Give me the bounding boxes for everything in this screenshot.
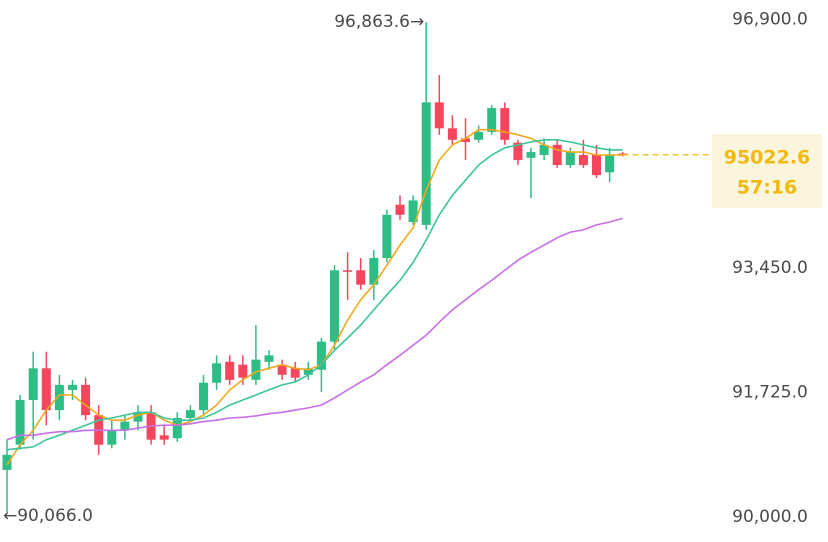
candle-body <box>565 152 575 166</box>
y-tick-label: 96,900.0 <box>732 9 808 29</box>
candle-body <box>605 154 615 173</box>
candle-body <box>369 258 379 285</box>
candle-body <box>2 454 12 470</box>
candle-body <box>172 418 182 439</box>
candle-body <box>133 412 143 422</box>
candle-body <box>330 270 339 342</box>
candle-body <box>290 368 300 378</box>
y-tick-label: 91,725.0 <box>732 382 808 402</box>
moving-average-line <box>6 139 623 451</box>
candle-body <box>54 384 64 411</box>
candle-body <box>395 204 405 215</box>
candle-body <box>251 359 261 380</box>
candle-body <box>185 410 195 419</box>
candle-body <box>316 341 326 370</box>
candle-body <box>15 400 25 445</box>
high-annotation: 96,863.6→ <box>334 12 424 32</box>
last-price-label: 95022.6 <box>724 146 811 168</box>
candle-body <box>356 270 366 285</box>
candle-body <box>68 384 77 390</box>
countdown: 57:16 <box>737 176 797 198</box>
candle-body <box>28 368 38 401</box>
y-tick-label: 90,000.0 <box>732 507 808 527</box>
candle-body <box>592 154 601 176</box>
candle-body <box>447 128 457 140</box>
candle-body <box>81 384 91 416</box>
candle-body <box>120 421 130 431</box>
candle-body <box>382 214 392 259</box>
candle-body <box>513 142 523 161</box>
candle-body <box>303 368 313 375</box>
candle-body <box>500 108 510 140</box>
candle-body <box>461 138 470 142</box>
candle-body <box>434 102 444 129</box>
candle-body <box>421 102 431 225</box>
candle-body <box>159 435 169 440</box>
candle-body <box>539 144 549 155</box>
candle-body <box>199 382 208 411</box>
candle-body <box>264 355 274 362</box>
candle-body <box>408 200 418 222</box>
candle-body <box>343 270 353 272</box>
candle-body <box>41 368 51 411</box>
low-annotation: ←90,066.0 <box>3 506 93 526</box>
candle-body <box>225 361 235 380</box>
candle-body <box>578 154 588 166</box>
candle-body <box>238 364 248 378</box>
moving-average-line <box>6 128 623 466</box>
candle-body <box>474 131 484 140</box>
y-tick-label: 93,450.0 <box>732 258 808 278</box>
candle-body <box>487 108 497 132</box>
candle-body <box>552 144 562 166</box>
price-box <box>712 134 822 208</box>
candle-body <box>526 152 536 158</box>
candle-body <box>107 430 117 445</box>
candle-body <box>212 363 222 383</box>
moving-average-line <box>6 217 623 441</box>
candle-body <box>277 364 287 375</box>
